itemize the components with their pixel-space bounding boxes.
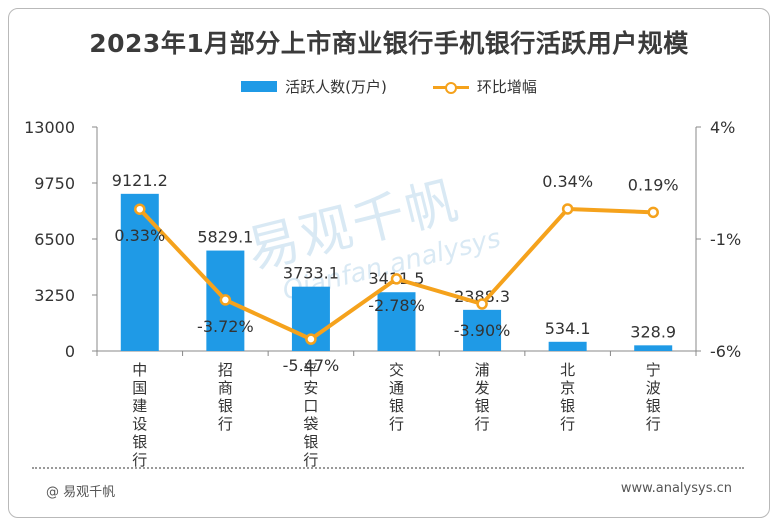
chart-title: 2023年1月部分上市商业银行手机银行活跃用户规模 [89, 29, 689, 58]
growth-value-label: 0.19% [628, 175, 679, 194]
growth-point [561, 203, 574, 215]
footer-url: www.analysys.cn [620, 481, 732, 496]
bar-value-label: 328.9 [630, 322, 676, 341]
growth-value-label: -2.78% [368, 296, 425, 315]
right-tick-label: -6% [710, 342, 741, 361]
bar [463, 309, 502, 351]
growth-point [305, 333, 317, 345]
growth-value-label: -3.90% [454, 321, 511, 340]
bar [634, 345, 673, 351]
left-tick-label: 6500 [34, 230, 75, 249]
growth-value-label: 0.34% [542, 172, 593, 191]
growth-value-label: 0.33% [114, 226, 165, 245]
category-label: 中国建设银行 [132, 361, 147, 469]
bar [377, 292, 416, 351]
left-tick-label: 0 [65, 342, 75, 361]
bar [120, 193, 159, 351]
growth-point [219, 294, 232, 306]
left-tick-label: 3250 [34, 286, 75, 305]
growth-point [647, 206, 659, 219]
growth-value-label: -3.72% [197, 317, 254, 336]
legend-bar-swatch [241, 81, 278, 92]
category-label: 招商银行 [218, 361, 233, 433]
category-label: 浦发银行 [475, 361, 490, 433]
footer-divider [32, 467, 744, 469]
bar-value-label: 5829.1 [197, 228, 253, 247]
category-label: 北京银行 [560, 361, 575, 433]
footer-source: @ 易观千帆 [46, 485, 116, 500]
category-label: 平安口袋银行 [303, 361, 318, 469]
legend-line-swatch [432, 81, 469, 94]
bar-value-label: 9121.2 [112, 171, 168, 190]
growth-value-label: -5.47% [283, 356, 340, 375]
right-tick-label: 4% [710, 118, 735, 137]
growth-point [390, 273, 403, 285]
left-tick-label: 13000 [24, 118, 75, 137]
legend-bar-label: 活跃人数(万户) [285, 78, 387, 96]
growth-point [134, 203, 146, 215]
bar-value-label: 534.1 [545, 319, 591, 338]
left-tick-label: 9750 [34, 174, 75, 193]
category-label: 交通银行 [389, 361, 404, 433]
right-tick-label: -1% [710, 230, 741, 249]
bar [548, 341, 587, 351]
growth-point [476, 298, 488, 310]
category-label: 宁波银行 [646, 361, 661, 433]
legend-line-label: 环比增幅 [476, 78, 537, 96]
bar-value-label: 3733.1 [283, 264, 339, 283]
legend-item-bar: 活跃人数(万户) [241, 76, 387, 97]
chart-legend: 活跃人数(万户) 环比增幅 [0, 76, 778, 97]
legend-item-line: 环比增幅 [432, 76, 537, 97]
